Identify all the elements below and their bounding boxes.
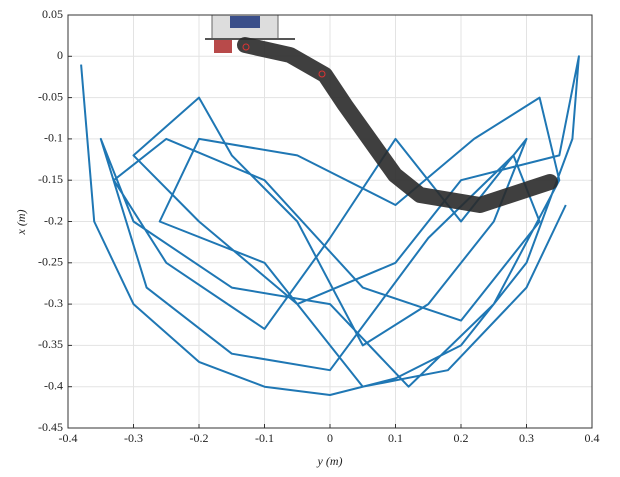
robot-motor bbox=[230, 16, 260, 28]
robot-mount bbox=[214, 39, 232, 53]
trajectory bbox=[80, 55, 580, 396]
lines bbox=[80, 55, 580, 396]
y-tick-label: -0.2 bbox=[44, 213, 63, 227]
x-tick-label: 0 bbox=[327, 431, 333, 445]
x-tick-label: 0.3 bbox=[519, 431, 534, 445]
y-tick-label: 0 bbox=[57, 48, 63, 62]
x-tick-label: -0.4 bbox=[59, 431, 78, 445]
y-tick-label: -0.45 bbox=[38, 420, 63, 434]
x-tick-label: 0.4 bbox=[585, 431, 600, 445]
y-tick-label: -0.25 bbox=[38, 255, 63, 269]
x-tick-label: 0.2 bbox=[454, 431, 469, 445]
y-tick-label: -0.15 bbox=[38, 172, 63, 186]
robot-joint bbox=[242, 43, 250, 51]
y-tick-label: -0.4 bbox=[44, 378, 63, 392]
y-tick-label: -0.3 bbox=[44, 296, 63, 310]
x-tick-label: 0.1 bbox=[388, 431, 403, 445]
x-tick-label: -0.2 bbox=[190, 431, 209, 445]
robot-joint bbox=[318, 70, 326, 78]
robot-arm bbox=[205, 14, 558, 213]
y-tick-label: -0.1 bbox=[44, 131, 63, 145]
robot-link bbox=[237, 37, 558, 213]
y-tick-label: 0.05 bbox=[42, 7, 63, 21]
y-tick-label: -0.35 bbox=[38, 337, 63, 351]
x-tick-label: -0.1 bbox=[255, 431, 274, 445]
x-axis-label: y (m) bbox=[317, 454, 343, 468]
y-axis-label: x (m) bbox=[14, 210, 28, 236]
y-tick-label: -0.05 bbox=[38, 89, 63, 103]
x-tick-label: -0.3 bbox=[124, 431, 143, 445]
